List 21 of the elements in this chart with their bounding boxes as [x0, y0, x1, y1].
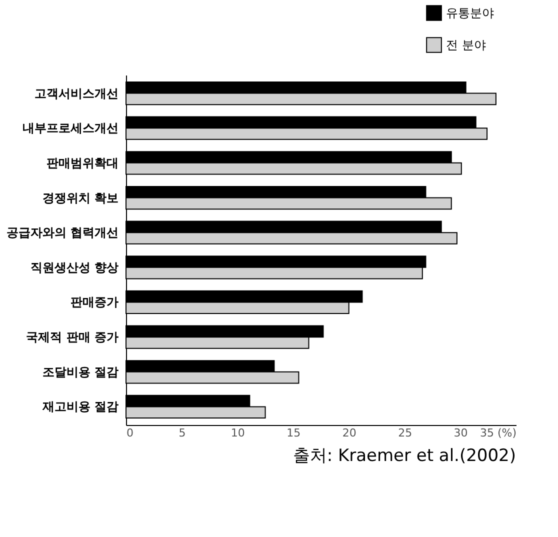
y-tick-label: 내부프로세스개선: [22, 121, 118, 136]
legend-label: 유통분야: [446, 6, 494, 20]
x-tick-label: 10: [230, 426, 245, 440]
y-tick-label: 판매범위확대: [46, 156, 118, 170]
source-note: 출처: Kraemer et al.(2002): [292, 446, 516, 466]
y-tick-label: 공급자와의 협력개선: [6, 226, 118, 240]
x-tick-label: 30: [454, 426, 468, 440]
legend-label: 전 분야: [446, 38, 486, 52]
x-tick-label: 25: [398, 426, 412, 440]
x-tick-label: 15: [286, 426, 301, 440]
y-tick-label: 판매증가: [70, 295, 118, 310]
x-tick-label: 20: [342, 426, 356, 440]
y-tick-label: 국제적 판매 증가: [26, 330, 118, 344]
y-tick-label: 고객서비스개선: [34, 86, 118, 100]
y-tick-label: 재고비용 절감: [41, 400, 118, 414]
x-tick-label: 35 (%): [480, 426, 516, 440]
x-tick-label: 5: [178, 426, 186, 440]
y-tick-label: 조달비용 절감: [42, 364, 118, 379]
x-tick-label: 0: [126, 426, 134, 440]
y-tick-label: 경쟁위치 확보: [42, 190, 118, 205]
y-tick-label: 직원생산성 향상: [30, 260, 118, 274]
